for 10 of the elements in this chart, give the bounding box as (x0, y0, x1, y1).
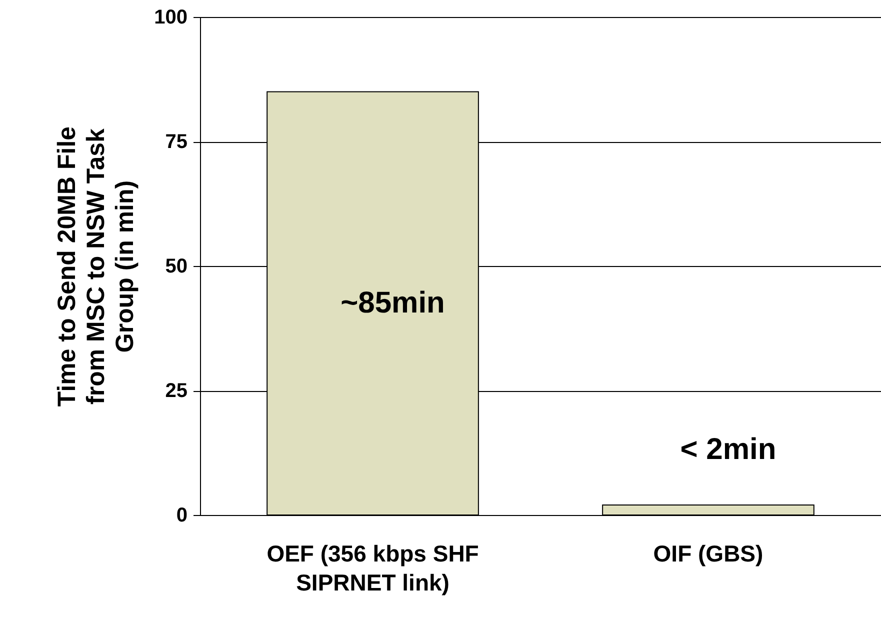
y-tick-label: 50 (165, 256, 188, 278)
y-tick-label: 25 (165, 380, 188, 402)
x-tick-label: OEF (356 kbps SHF SIPRNET link) (266, 540, 479, 596)
data-label: ~85min (340, 286, 445, 320)
y-tick-label: 100 (154, 6, 188, 28)
x-tick-label: OIF (GBS) (653, 540, 764, 566)
y-tick-label: 75 (165, 131, 188, 153)
y-axis-title: Time to Send 20MB File from MSC to NSW Task Group (in min) (53, 126, 140, 407)
y-tick-label: 0 (176, 504, 188, 526)
data-label: < 2min (680, 433, 776, 466)
